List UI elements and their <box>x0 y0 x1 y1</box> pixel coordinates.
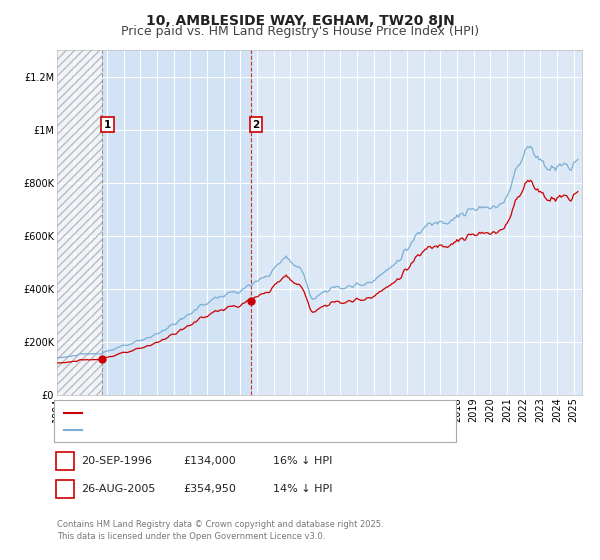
Bar <box>57 50 103 395</box>
Text: 1: 1 <box>104 120 111 129</box>
Text: 2: 2 <box>253 120 260 129</box>
Text: £354,950: £354,950 <box>183 484 236 494</box>
Text: 16% ↓ HPI: 16% ↓ HPI <box>273 456 332 466</box>
Text: Price paid vs. HM Land Registry's House Price Index (HPI): Price paid vs. HM Land Registry's House … <box>121 25 479 38</box>
Text: 10, AMBLESIDE WAY, EGHAM, TW20 8JN: 10, AMBLESIDE WAY, EGHAM, TW20 8JN <box>146 14 454 28</box>
Text: 2: 2 <box>61 484 68 494</box>
Text: £134,000: £134,000 <box>183 456 236 466</box>
Text: 10, AMBLESIDE WAY, EGHAM, TW20 8JN (detached house): 10, AMBLESIDE WAY, EGHAM, TW20 8JN (deta… <box>86 408 388 418</box>
Bar <box>103 50 251 395</box>
Bar <box>57 50 103 395</box>
Text: 14% ↓ HPI: 14% ↓ HPI <box>273 484 332 494</box>
Text: 26-AUG-2005: 26-AUG-2005 <box>81 484 155 494</box>
Text: Contains HM Land Registry data © Crown copyright and database right 2025.
This d: Contains HM Land Registry data © Crown c… <box>57 520 383 541</box>
Bar <box>57 50 103 395</box>
Text: HPI: Average price, detached house, Runnymede: HPI: Average price, detached house, Runn… <box>86 425 341 435</box>
Text: 20-SEP-1996: 20-SEP-1996 <box>81 456 152 466</box>
Text: 1: 1 <box>61 456 68 466</box>
